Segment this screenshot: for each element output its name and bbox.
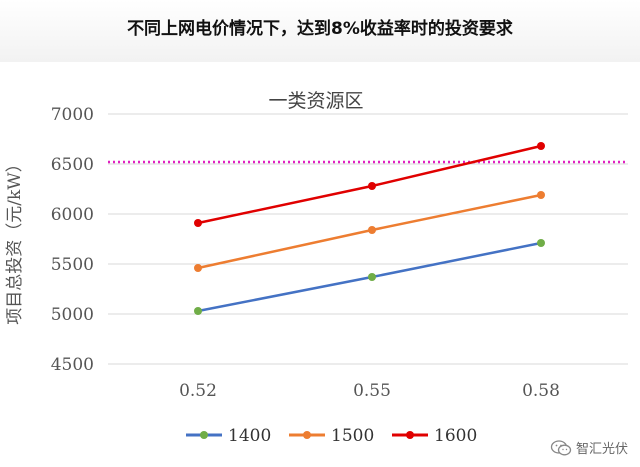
y-tick-label: 5000 xyxy=(51,305,94,325)
y-tick-label: 6000 xyxy=(51,205,94,225)
legend-marker-1500 xyxy=(303,431,311,439)
data-point-1600 xyxy=(537,142,545,150)
page-title: 不同上网电价情况下，达到8%收益率时的投资要求 xyxy=(127,19,513,39)
x-tick-label: 0.52 xyxy=(179,381,217,401)
grid-lines xyxy=(108,113,628,365)
data-point-1500 xyxy=(537,191,545,199)
y-tick-label: 6500 xyxy=(51,155,94,175)
legend-marker-1600 xyxy=(406,431,414,439)
y-tick-label: 5500 xyxy=(51,255,94,275)
data-point-1500 xyxy=(368,226,376,234)
watermark-text: 智汇光伏 xyxy=(575,442,628,457)
series-group xyxy=(194,142,545,315)
x-tick-label: 0.58 xyxy=(522,381,560,401)
data-point-1400 xyxy=(368,273,376,281)
data-point-1400 xyxy=(194,307,202,315)
data-point-1600 xyxy=(368,182,376,190)
watermark: 智汇光伏 xyxy=(550,438,628,457)
data-point-1400 xyxy=(537,239,545,247)
x-tick-label: 0.55 xyxy=(353,381,391,401)
legend-label-1600: 1600 xyxy=(434,426,477,446)
data-point-1600 xyxy=(194,219,202,227)
legend-label-1400: 1400 xyxy=(228,426,271,446)
y-tick-label: 4500 xyxy=(51,355,94,375)
y-axis-label: 项目总投资（元/kW） xyxy=(5,155,25,325)
x-axis-ticks: 0.52 0.55 0.58 xyxy=(179,381,560,401)
y-axis-ticks: 4500 5000 5500 6000 6500 7000 xyxy=(51,105,94,375)
data-point-1500 xyxy=(194,264,202,272)
wechat-icon xyxy=(550,439,572,455)
legend-marker-1400 xyxy=(200,431,208,439)
chart-title: 一类资源区 xyxy=(268,90,363,112)
legend: 1400 1500 1600 xyxy=(186,426,477,446)
legend-label-1500: 1500 xyxy=(331,426,374,446)
y-tick-label: 7000 xyxy=(51,105,94,125)
header-band xyxy=(0,0,640,62)
